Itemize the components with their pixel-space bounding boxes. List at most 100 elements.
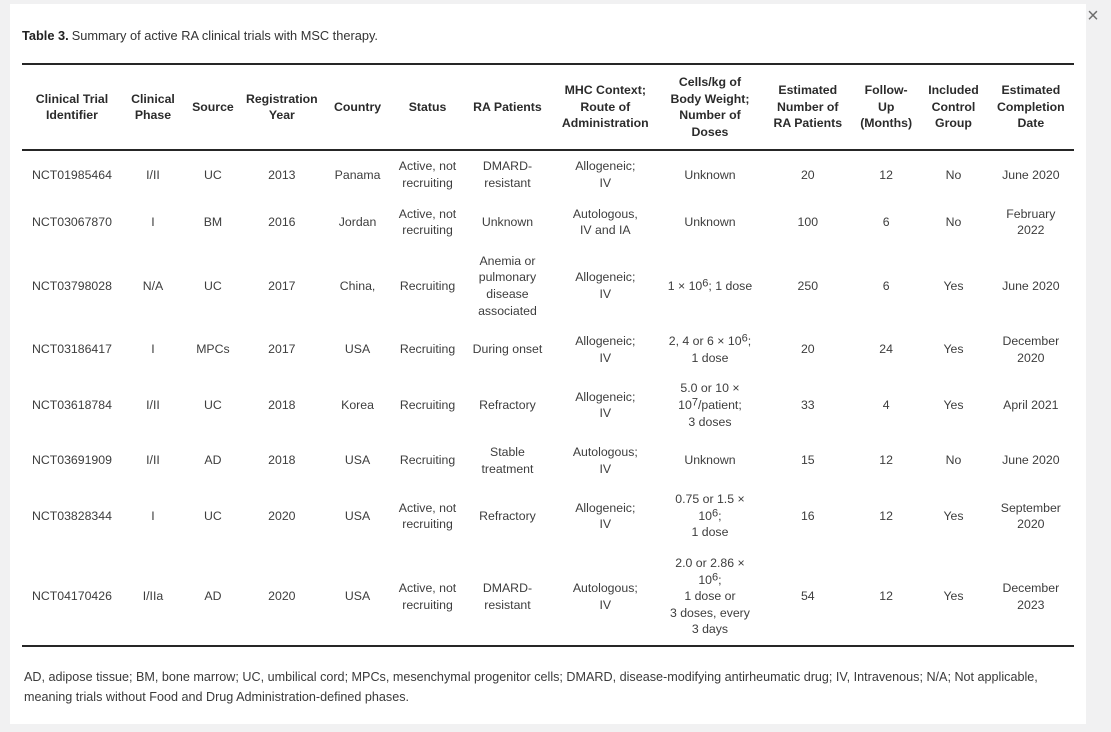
table-cell: Allogeneic; IV xyxy=(575,159,636,190)
table-cell: Jordan xyxy=(338,214,377,229)
column-header: Status xyxy=(408,99,447,114)
table-cell: N/A xyxy=(142,278,164,293)
column-header: Country xyxy=(333,99,382,114)
table-caption-text: Summary of active RA clinical trials wit… xyxy=(71,28,378,43)
table-cell: No xyxy=(945,214,962,229)
table-footnote: AD, adipose tissue; BM, bone marrow; UC,… xyxy=(24,670,1038,705)
table-cell: 100 xyxy=(797,214,819,229)
column-header: Estimated Completion Date xyxy=(997,83,1065,131)
table-cell: I xyxy=(151,342,155,357)
table-cell: Yes xyxy=(943,589,964,604)
table-row: NCT03186417 I MPCs 2017 USA Recruiting During … xyxy=(22,326,1074,373)
table-row: NCT01985464 I/II UC 2013 Panama Active, not re… xyxy=(22,150,1074,198)
table-cell: June 2020 xyxy=(1002,167,1060,182)
table-cell: December 2023 xyxy=(1002,580,1060,612)
table-cell: 12 xyxy=(879,453,893,468)
table-cell: February 2022 xyxy=(1006,206,1056,238)
close-icon[interactable]: × xyxy=(1081,4,1105,28)
table-row: NCT03618784 I/II UC 2018 Korea Recruiting Refr… xyxy=(22,373,1074,437)
table-cell: NCT03067870 xyxy=(31,214,112,229)
table-cell: DMARD-resistant xyxy=(482,580,533,612)
column-header: Clinical Phase xyxy=(131,91,175,123)
table-modal: Table 3. Summary of active RA clinical tr… xyxy=(10,4,1086,724)
table-cell: 2020 xyxy=(268,508,296,523)
table-cell: Recruiting xyxy=(399,397,456,412)
table-cell: Korea xyxy=(341,397,374,412)
table-cell: I/II xyxy=(146,397,160,412)
table-cell: Unknown xyxy=(684,167,736,182)
table-cell: I/II xyxy=(146,453,160,468)
table-cell: 2013 xyxy=(268,167,296,182)
table-cell: 2018 xyxy=(268,397,296,412)
column-header: Registration Year xyxy=(245,91,318,123)
table-cell: No xyxy=(945,453,962,468)
table-cell: April 2021 xyxy=(1003,397,1059,412)
table-row: NCT03691909 I/II AD 2018 USA Recruiting Stable… xyxy=(22,437,1074,484)
table-cell: Recruiting xyxy=(399,278,456,293)
table-cell: June 2020 xyxy=(1002,278,1060,293)
table-cell: 2020 xyxy=(268,589,296,604)
table-row: NCT03828344 I UC 2020 USA Active, not recruiti… xyxy=(22,484,1074,548)
table-cell: 20 xyxy=(800,167,815,182)
table-cell: Stable treatment xyxy=(481,445,534,476)
column-header: Estimated Number of RA Patients xyxy=(773,83,843,131)
column-header: Cells/kg of Body Weight; Number of Doses xyxy=(670,75,750,139)
table-cell: Active, not recruiting xyxy=(398,500,457,532)
column-header: RA Patients xyxy=(473,99,542,114)
table-cell: NCT01985464 xyxy=(31,167,112,182)
table-cell: BM xyxy=(203,214,223,229)
table-cell: Yes xyxy=(943,342,964,357)
table-cell: China, xyxy=(339,278,376,293)
table-cell: UC xyxy=(204,278,222,293)
table-cell: 54 xyxy=(800,589,815,604)
table-cell: Refractory xyxy=(479,397,536,412)
table-row: NCT04170426 I/IIa AD 2020 USA Active, not recr… xyxy=(22,548,1074,646)
column-header: MHC Context; Route of Administration xyxy=(561,83,649,131)
table-cell: UC xyxy=(204,167,222,182)
table-cell: Active, not recruiting xyxy=(398,206,457,238)
table-cell: Yes xyxy=(943,397,964,412)
table-cell: Panama xyxy=(334,167,381,182)
table-cell: 6 xyxy=(882,214,890,229)
table-cell: 24 xyxy=(879,342,893,357)
table-cell: Autologous; IV xyxy=(572,580,638,612)
table-cell: NCT03691909 xyxy=(31,453,112,468)
table-cell: 5.0 or 10 × 107/patient; 3 doses xyxy=(678,381,742,429)
table-cell: June 2020 xyxy=(1002,453,1060,468)
table-cell: 6 xyxy=(882,278,890,293)
table-caption: Table 3. Summary of active RA clinical tr… xyxy=(22,28,1074,43)
table-cell: Allogeneic; IV xyxy=(575,334,636,365)
table-cell: NCT03798028 xyxy=(31,278,112,293)
table-cell: No xyxy=(945,167,962,182)
column-header: Source xyxy=(192,99,234,114)
table-cell: I xyxy=(151,214,155,229)
table-cell: 20 xyxy=(800,342,815,357)
table-cell: Autologous, IV and IA xyxy=(572,206,638,238)
table-cell: I xyxy=(151,508,155,523)
table-cell: 2017 xyxy=(268,342,296,357)
column-header: Clinical Trial Identifier xyxy=(35,91,109,123)
table-cell: 12 xyxy=(879,508,893,523)
table-cell: 2, 4 or 6 × 106; 1 dose xyxy=(668,332,752,365)
table-cell: Allogeneic; IV xyxy=(575,500,636,532)
table-cell: Yes xyxy=(943,278,964,293)
table-cell: Unknown xyxy=(684,214,736,229)
table-cell: 4 xyxy=(882,397,890,412)
table-cell: Unknown xyxy=(481,214,534,229)
table-cell: December 2020 xyxy=(1002,334,1060,365)
table-cell: MPCs xyxy=(196,342,230,357)
table-row: NCT03798028 N/A UC 2017 China, Recruiting Anem… xyxy=(22,246,1074,326)
table-cell: 33 xyxy=(800,397,815,412)
column-header: Included Control Group xyxy=(928,83,979,131)
table-cell: Active, not recruiting xyxy=(398,580,457,612)
table-header-row: Clinical Trial Identifier Clinical Phase Sou… xyxy=(22,64,1074,151)
table-cell: NCT04170426 xyxy=(31,589,112,604)
table-cell: AD xyxy=(204,453,222,468)
table-cell: DMARD-resistant xyxy=(482,159,533,190)
table-cell: 12 xyxy=(879,589,893,604)
table-cell: 12 xyxy=(879,167,893,182)
table-cell: NCT03618784 xyxy=(31,397,112,412)
clinical-trials-table: Clinical Trial Identifier Clinical Phase Sou… xyxy=(22,63,1074,648)
table-cell: I/II xyxy=(146,167,160,182)
